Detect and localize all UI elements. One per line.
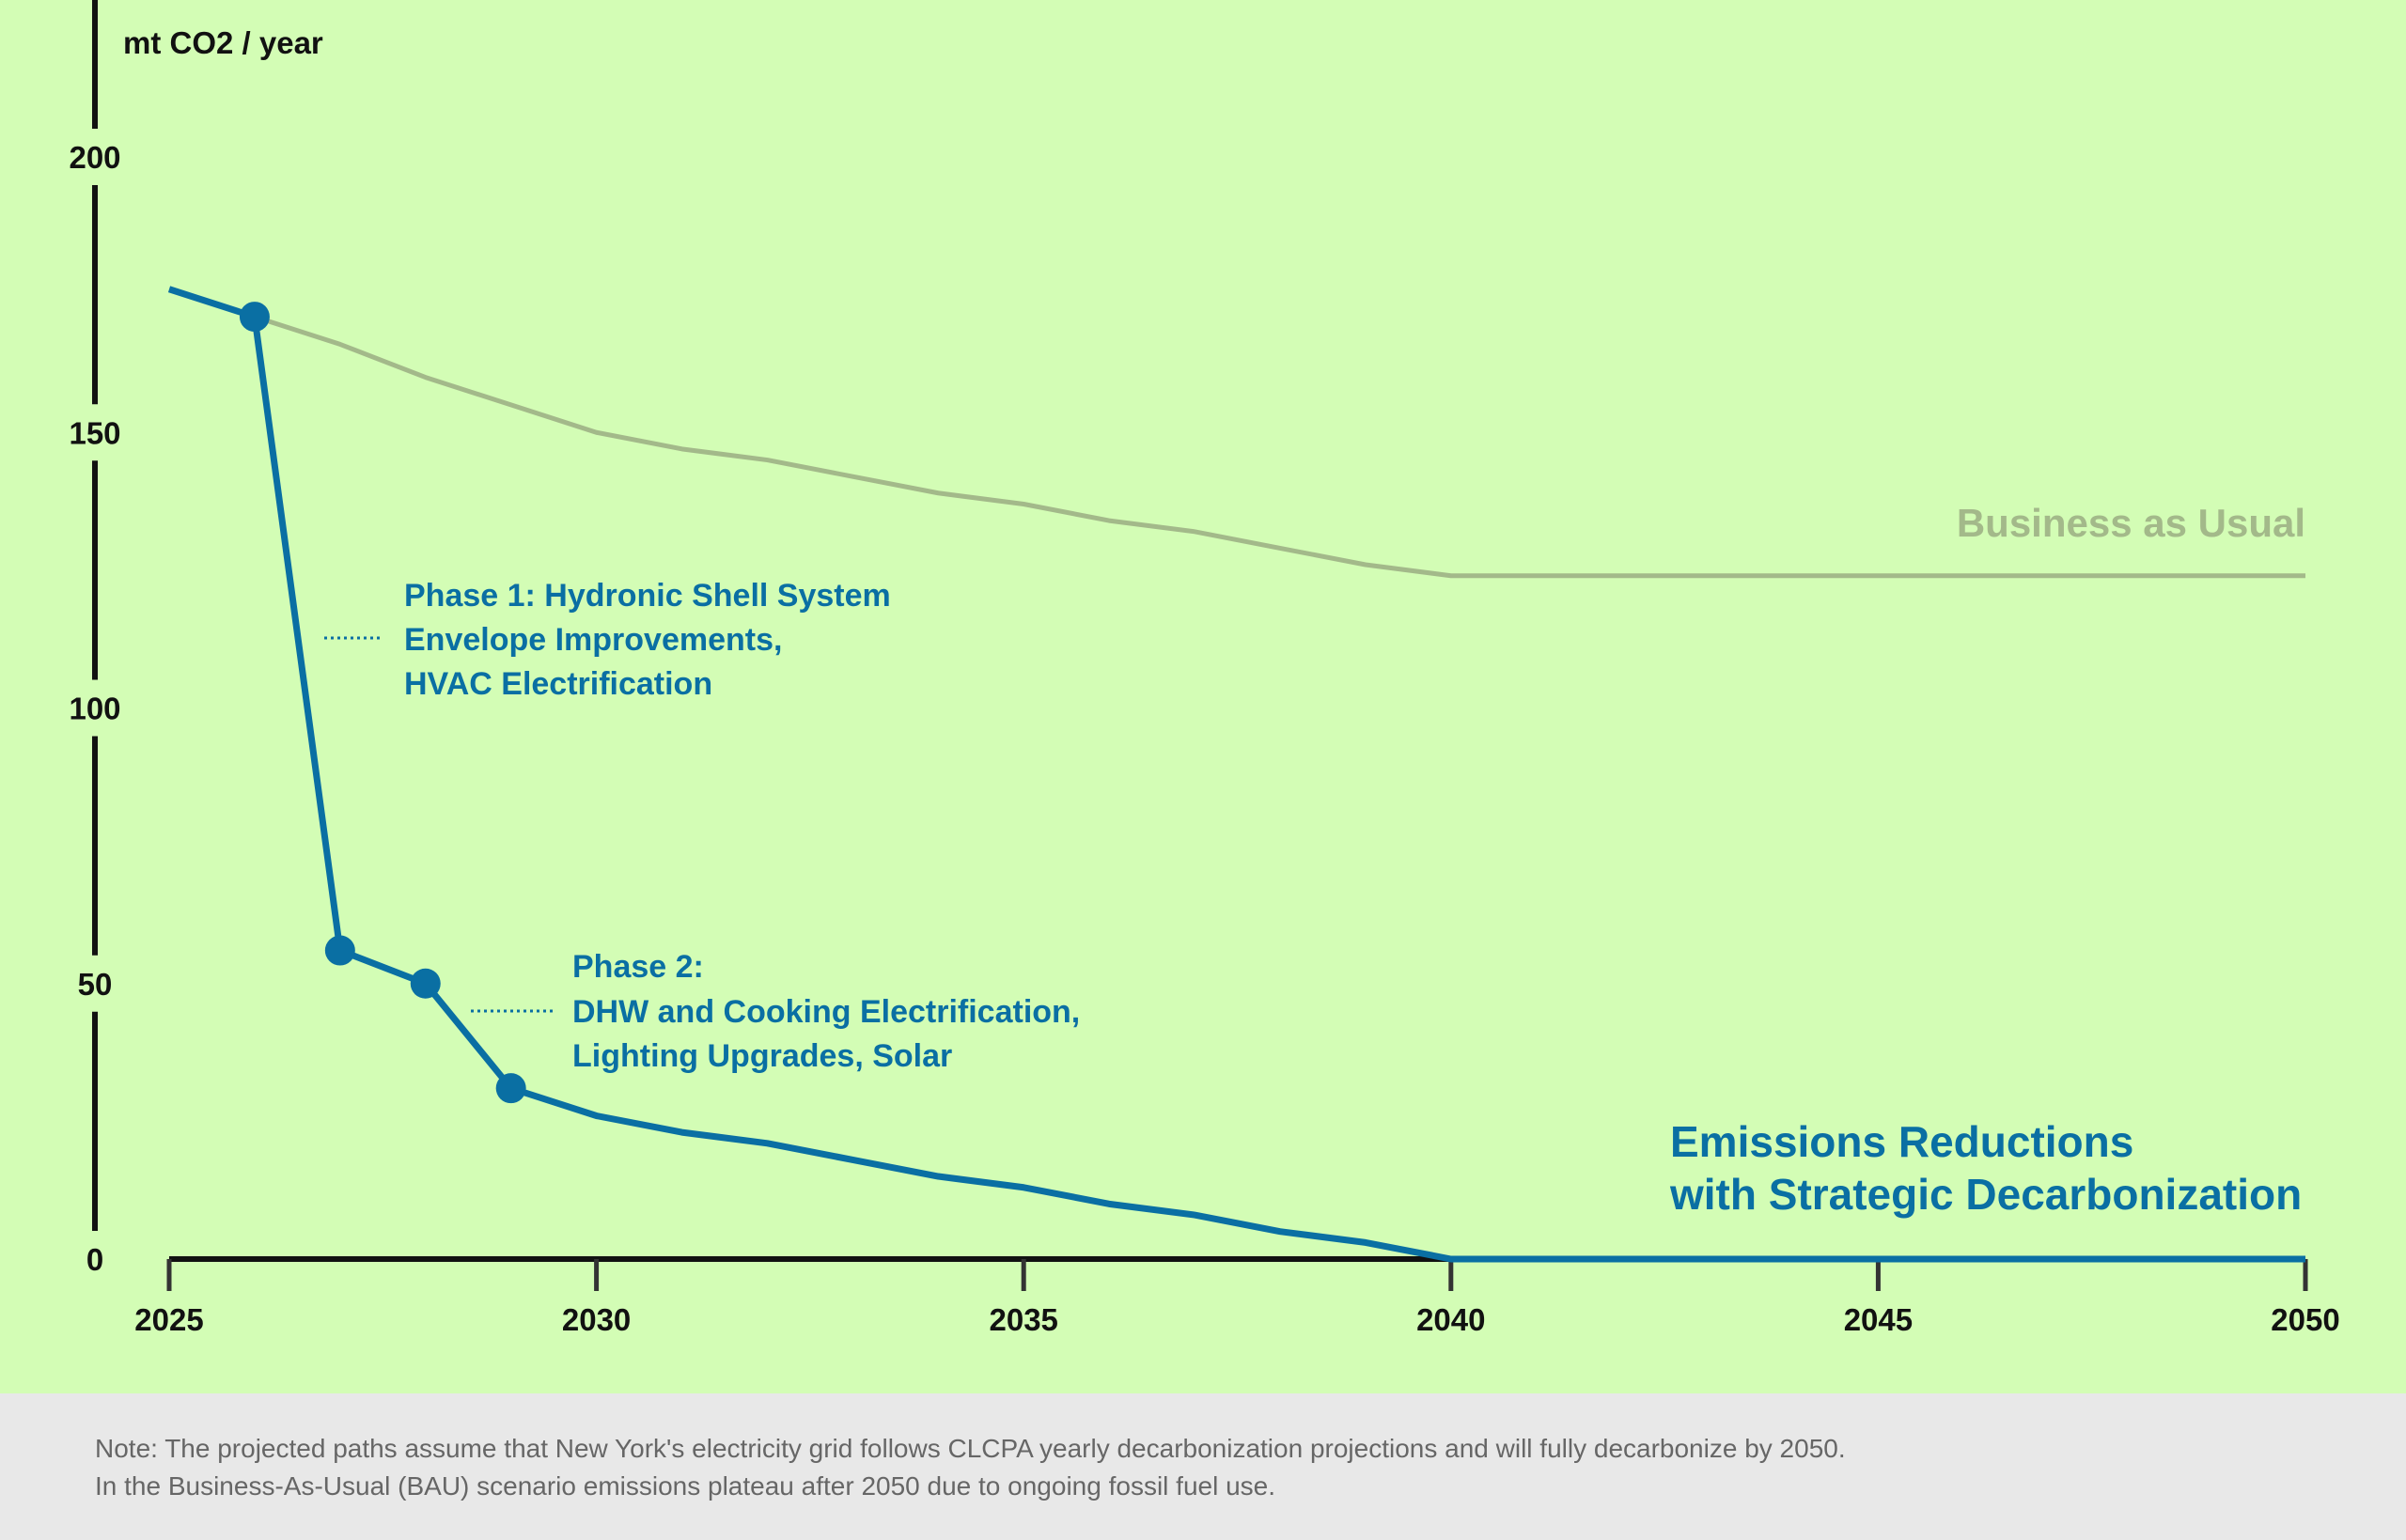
phase2-line2: DHW and Cooking Electrification, bbox=[572, 994, 1080, 1030]
y-tick-label: 50 bbox=[78, 967, 113, 1002]
y-tick-label: 150 bbox=[69, 415, 120, 450]
decarb-line bbox=[167, 286, 2305, 1263]
chart-background bbox=[0, 0, 2406, 1393]
phase1-line2: Envelope Improvements, bbox=[404, 622, 782, 658]
decarb-milestone-marker bbox=[239, 302, 270, 333]
phase1-line3: HVAC Electrification bbox=[404, 666, 712, 702]
phase2-line3: Lighting Upgrades, Solar bbox=[572, 1038, 952, 1074]
series-layer bbox=[167, 286, 2305, 1263]
x-tick-label: 2040 bbox=[1416, 1302, 1485, 1337]
x-tick-label: 2035 bbox=[989, 1302, 1057, 1337]
bau-line bbox=[254, 314, 2305, 579]
decarb-label-line2: with Strategic Decarbonization bbox=[1669, 1170, 2302, 1219]
y-axis-title: mt CO2 / year bbox=[123, 25, 323, 60]
x-tick-label: 2030 bbox=[562, 1302, 631, 1337]
footer-note-line1: Note: The projected paths assume that Ne… bbox=[95, 1434, 1846, 1463]
y-tick-label: 100 bbox=[69, 692, 120, 726]
y-tick-labels: 200 150 100 50 0 bbox=[69, 140, 120, 1277]
phase2-line1: Phase 2: bbox=[572, 949, 704, 985]
x-tick-label: 2025 bbox=[134, 1302, 203, 1337]
x-tick-label: 2050 bbox=[2271, 1302, 2339, 1337]
x-tick-labels: 2025 2030 2035 2040 2045 2050 bbox=[134, 1302, 2339, 1337]
footer-background bbox=[0, 1393, 2406, 1540]
y-tick-label: 0 bbox=[86, 1242, 103, 1277]
phase1-line1: Phase 1: Hydronic Shell System bbox=[404, 578, 891, 614]
bau-label: Business as Usual bbox=[1957, 501, 2305, 545]
footer-note-line2: In the Business-As-Usual (BAU) scenario … bbox=[95, 1471, 1275, 1501]
decarb-label-line1: Emissions Reductions bbox=[1670, 1117, 2133, 1166]
y-tick-label: 200 bbox=[69, 140, 120, 175]
decarb-milestone-marker bbox=[324, 935, 355, 966]
decarb-milestone-marker bbox=[410, 968, 441, 999]
decarb-milestone-marker bbox=[495, 1073, 526, 1104]
x-tick-label: 2045 bbox=[1844, 1302, 1913, 1337]
